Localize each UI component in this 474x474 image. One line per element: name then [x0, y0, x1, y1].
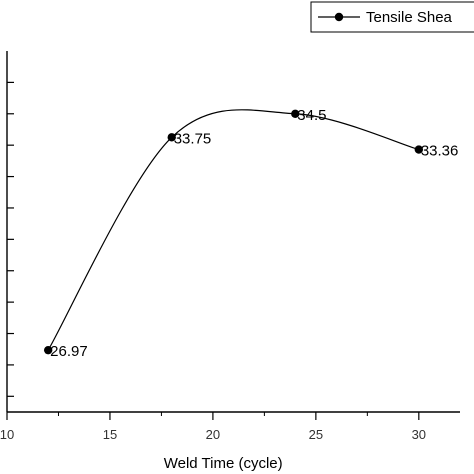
x-tick-label: 20	[206, 427, 220, 442]
data-label: 34.5	[297, 107, 326, 124]
legend: Tensile Shea	[310, 1, 474, 33]
data-point	[414, 145, 424, 154]
x-tick-label: 15	[103, 427, 117, 442]
legend-marker-sample	[334, 12, 344, 22]
legend-label: Tensile Shea	[366, 9, 453, 26]
data-point	[167, 133, 176, 142]
data-point	[291, 109, 300, 118]
x-tick-label: 10	[0, 427, 14, 442]
axes: 10 15 20 25 30 Weld Time (cycle)	[0, 51, 460, 472]
data-points: 26.97 33.75 34.5 33.36	[43, 107, 459, 360]
data-label: 33.36	[421, 143, 459, 160]
x-tick-label: 30	[412, 427, 426, 442]
data-point	[43, 345, 53, 355]
data-label: 26.97	[50, 343, 88, 360]
data-label: 33.75	[174, 130, 212, 147]
series-curves	[47, 109, 419, 351]
x-axis-title: Weld Time (cycle)	[164, 455, 283, 472]
x-tick-label: 25	[309, 427, 323, 442]
series-line	[47, 109, 419, 351]
